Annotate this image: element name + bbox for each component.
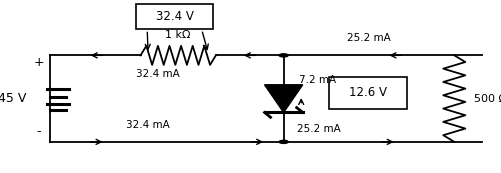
Text: +: + — [33, 56, 44, 69]
Text: 12.6 V: 12.6 V — [348, 86, 386, 99]
Text: 500 Ω: 500 Ω — [473, 94, 501, 104]
Bar — [135, 4, 213, 29]
Text: 25.2 mA: 25.2 mA — [297, 124, 340, 134]
Bar — [328, 77, 406, 109]
Text: 32.4 mA: 32.4 mA — [126, 120, 170, 130]
Text: 7.2 mA: 7.2 mA — [298, 75, 335, 85]
Text: 45 V: 45 V — [0, 92, 27, 105]
Text: 32.4 mA: 32.4 mA — [136, 69, 180, 79]
Text: 25.2 mA: 25.2 mA — [346, 33, 390, 43]
Circle shape — [279, 140, 288, 143]
Text: -: - — [37, 125, 41, 138]
Circle shape — [279, 54, 288, 57]
Text: 1 kΩ: 1 kΩ — [165, 30, 190, 40]
Polygon shape — [264, 85, 302, 112]
Text: 32.4 V: 32.4 V — [155, 10, 193, 23]
